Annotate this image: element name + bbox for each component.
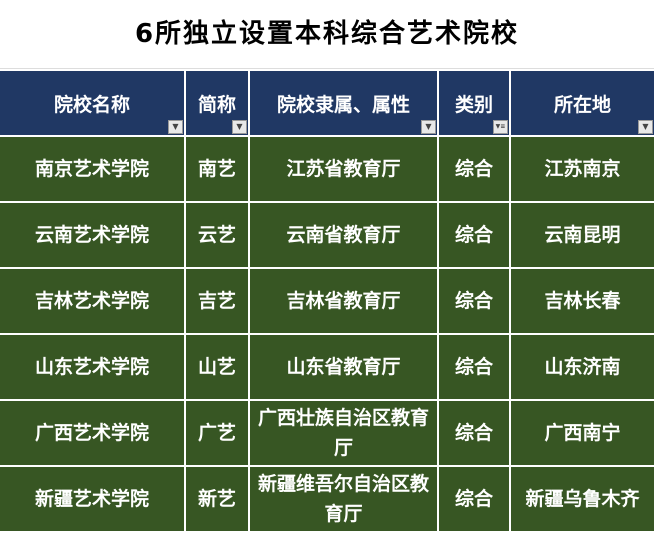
table-cell[interactable]: 江苏南京 — [511, 137, 654, 201]
table-cell[interactable]: 综合 — [439, 203, 509, 267]
column-header: 所在地 ▼ — [511, 71, 654, 135]
table-cell[interactable]: 吉艺 — [186, 269, 248, 333]
table-cell[interactable]: 云艺 — [186, 203, 248, 267]
column-header-label: 类别 — [454, 93, 493, 116]
table-row: 广西艺术学院 广艺 广西壮族自治区教育厅 综合 广西南宁 — [0, 401, 654, 465]
dropdown-icon[interactable]: ▼ — [421, 120, 436, 134]
table-cell[interactable]: 广西壮族自治区教育厅 — [250, 401, 437, 465]
table-cell[interactable]: 南京艺术学院 — [0, 137, 184, 201]
column-header-label: 院校名称 — [53, 93, 130, 116]
table-cell[interactable]: 云南昆明 — [511, 203, 654, 267]
table-cell[interactable]: 云南省教育厅 — [250, 203, 437, 267]
table-cell[interactable]: 山东济南 — [511, 335, 654, 399]
column-header: 院校名称 ▼ — [0, 71, 184, 135]
sheet-title: 6所独立设置本科综合艺术院校 — [0, 0, 654, 69]
table-cell[interactable]: 江苏省教育厅 — [250, 137, 437, 201]
table-cell[interactable]: 新疆乌鲁木齐 — [511, 467, 654, 531]
table-cell[interactable]: 山艺 — [186, 335, 248, 399]
table-cell[interactable]: 广西艺术学院 — [0, 401, 184, 465]
column-header-label: 所在地 — [553, 93, 611, 116]
table-cell[interactable]: 吉林长春 — [511, 269, 654, 333]
table-cell[interactable]: 云南艺术学院 — [0, 203, 184, 267]
table-row: 新疆艺术学院 新艺 新疆维吾尔自治区教育厅 综合 新疆乌鲁木齐 — [0, 467, 654, 531]
column-header: 类别 ▼≡ — [439, 71, 509, 135]
dropdown-icon[interactable]: ▼ — [232, 120, 247, 134]
table-cell[interactable]: 综合 — [439, 335, 509, 399]
column-header: 院校隶属、属性 ▼ — [250, 71, 437, 135]
dropdown-icon[interactable]: ▼ — [168, 120, 183, 134]
table-cell[interactable]: 综合 — [439, 137, 509, 201]
table-cell[interactable]: 新疆维吾尔自治区教育厅 — [250, 467, 437, 531]
table-row: 山东艺术学院 山艺 山东省教育厅 综合 山东济南 — [0, 335, 654, 399]
column-header: 简称 ▼ — [186, 71, 248, 135]
table-row: 南京艺术学院 南艺 江苏省教育厅 综合 江苏南京 — [0, 137, 654, 201]
table-cell[interactable]: 新疆艺术学院 — [0, 467, 184, 531]
column-header-label: 院校隶属、属性 — [276, 93, 410, 116]
schools-table: 院校名称 ▼ 简称 ▼ 院校隶属、属性 ▼ 类别 ▼≡ 所在地 ▼ 南京艺术学院 南艺 江苏省教育厅综… — [0, 69, 654, 533]
table-cell[interactable]: 新艺 — [186, 467, 248, 531]
table-cell[interactable]: 吉林艺术学院 — [0, 269, 184, 333]
table-cell[interactable]: 南艺 — [186, 137, 248, 201]
table-row: 吉林艺术学院 吉艺 吉林省教育厅 综合 吉林长春 — [0, 269, 654, 333]
table-row: 云南艺术学院 云艺 云南省教育厅 综合 云南昆明 — [0, 203, 654, 267]
table-cell[interactable]: 综合 — [439, 269, 509, 333]
table-cell[interactable]: 综合 — [439, 467, 509, 531]
column-header-label: 简称 — [197, 93, 236, 116]
table-cell[interactable]: 山东艺术学院 — [0, 335, 184, 399]
table-cell[interactable]: 吉林省教育厅 — [250, 269, 437, 333]
table-cell[interactable]: 山东省教育厅 — [250, 335, 437, 399]
table-cell[interactable]: 综合 — [439, 401, 509, 465]
dropdown-icon[interactable]: ▼ — [638, 120, 653, 134]
table-cell[interactable]: 广西南宁 — [511, 401, 654, 465]
table-cell[interactable]: 广艺 — [186, 401, 248, 465]
filter-active-icon[interactable]: ▼≡ — [493, 120, 508, 134]
